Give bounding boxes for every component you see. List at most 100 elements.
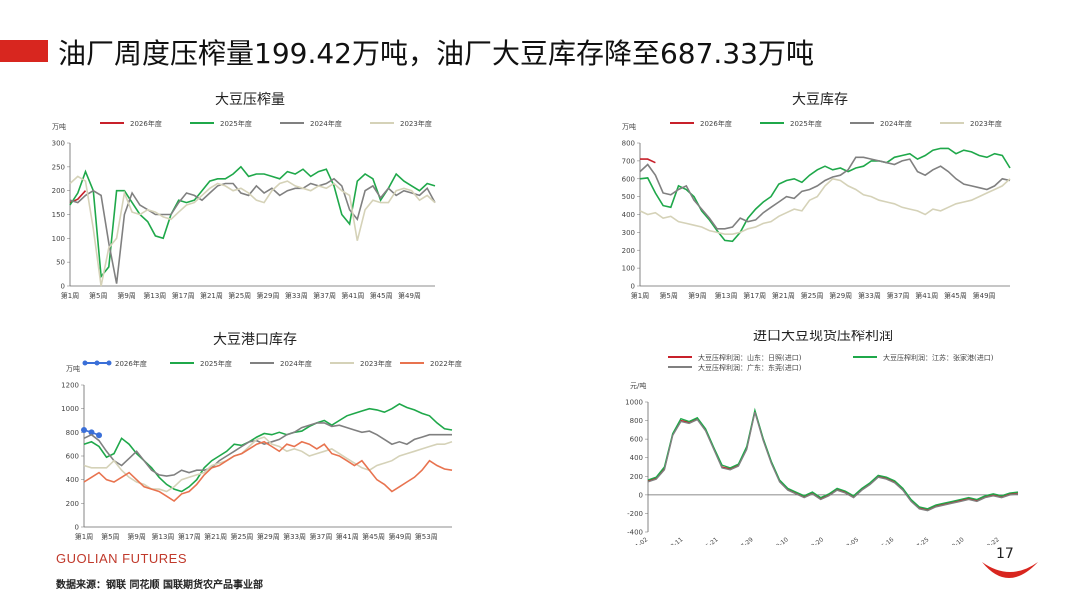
y-axis-unit: 万吨 bbox=[52, 122, 66, 131]
series-line bbox=[69, 165, 436, 279]
series-line bbox=[69, 177, 436, 284]
data-point bbox=[81, 426, 87, 433]
y-tick-label: 400 bbox=[66, 476, 79, 484]
legend-item: 大豆压榨利润：江苏：张家港(进口) bbox=[853, 353, 994, 362]
legend-marker bbox=[94, 360, 100, 366]
y-tick-label: 250 bbox=[52, 163, 65, 171]
legend-item: 2024年度 bbox=[280, 119, 342, 128]
legend-item: 2025年度 bbox=[170, 359, 232, 368]
legend-item: 2025年度 bbox=[760, 119, 822, 128]
x-tick-label: 第13周 bbox=[143, 291, 166, 300]
x-tick-label: 第17周 bbox=[743, 291, 766, 300]
series-line bbox=[639, 156, 1011, 230]
y-tick-label: 0 bbox=[639, 491, 643, 499]
x-tick-label: 2025-03-05 bbox=[829, 536, 860, 545]
x-tick-label: 第49周 bbox=[398, 291, 421, 300]
legend-label: 2023年度 bbox=[400, 119, 432, 128]
series-line bbox=[83, 436, 453, 493]
x-tick-label: 2024-10-10 bbox=[759, 536, 790, 545]
x-tick-label: 2024-01-02 bbox=[618, 536, 649, 545]
x-tick-label: 第33周 bbox=[285, 291, 308, 300]
legend-label: 2024年度 bbox=[310, 119, 342, 128]
y-tick-label: 0 bbox=[631, 283, 635, 291]
y-tick-label: 500 bbox=[622, 193, 635, 201]
chart-soy-stock: 大豆库存 2026年度 2025年度 2024年度 2023年度 万吨 0 100 200 300… bbox=[622, 92, 1011, 300]
x-tick-label: 第29周 bbox=[257, 291, 280, 300]
legend-item: 2023年度 bbox=[940, 119, 1002, 128]
x-tick-label: 第49周 bbox=[388, 532, 411, 541]
chart-title: 大豆库存 bbox=[792, 92, 848, 108]
series-line bbox=[640, 158, 656, 164]
chart-title: 进口大豆现货压榨利润 bbox=[753, 330, 893, 344]
series-line bbox=[83, 440, 453, 503]
x-tick-label: 第9周 bbox=[688, 291, 706, 300]
x-tick-label: 2024-03-11 bbox=[653, 536, 684, 545]
legend-label: 2026年度 bbox=[115, 359, 147, 368]
y-tick-label: 100 bbox=[52, 235, 65, 243]
page-corner-swoosh-icon bbox=[982, 562, 1038, 578]
x-tick-label: 第41周 bbox=[341, 291, 364, 300]
x-tick-label: 第41周 bbox=[336, 532, 359, 541]
y-tick-label: 300 bbox=[52, 140, 65, 148]
x-tick-label: 2025-12-22 bbox=[970, 536, 1001, 545]
y-tick-label: 600 bbox=[66, 453, 79, 461]
legend-marker bbox=[106, 360, 112, 366]
x-tick-label: 第1周 bbox=[631, 291, 649, 300]
y-tick-label: -200 bbox=[627, 510, 643, 518]
x-tick-label: 第33周 bbox=[858, 291, 881, 300]
x-tick-label: 第17周 bbox=[172, 291, 195, 300]
y-tick-label: 600 bbox=[630, 436, 643, 444]
y-tick-label: 1000 bbox=[61, 405, 79, 413]
x-tick-label: 第17周 bbox=[178, 532, 201, 541]
legend-item: 2023年度 bbox=[330, 359, 392, 368]
chart-title: 大豆港口库存 bbox=[213, 332, 297, 348]
y-tick-label: 800 bbox=[66, 429, 79, 437]
x-tick-label: 第37周 bbox=[313, 291, 336, 300]
chart-soy-crush: 大豆压榨量 2026年度 2025年度 2024年度 2023年度 万吨 0 50 100 150… bbox=[52, 91, 436, 300]
y-tick-label: 600 bbox=[622, 175, 635, 183]
y-axis-unit: 元/吨 bbox=[630, 381, 646, 390]
series-line bbox=[647, 412, 1019, 512]
legend-label: 大豆压榨利润：江苏：张家港(进口) bbox=[883, 353, 994, 362]
legend-label: 2026年度 bbox=[130, 119, 162, 128]
legend-item: 大豆压榨利润：山东：日照(进口) bbox=[668, 353, 802, 362]
legend-label: 大豆压榨利润：山东：日照(进口) bbox=[698, 353, 802, 362]
legend-item: 大豆压榨利润：广东：东莞(进口) bbox=[668, 363, 802, 372]
legend-item: 2022年度 bbox=[400, 359, 462, 368]
page-number: 17 bbox=[996, 546, 1014, 562]
legend-label: 2025年度 bbox=[220, 119, 252, 128]
y-tick-label: 200 bbox=[52, 187, 65, 195]
legend-label: 2024年度 bbox=[880, 119, 912, 128]
x-tick-label: 第45周 bbox=[370, 291, 393, 300]
series-line bbox=[647, 407, 1019, 510]
x-tick-label: 第25周 bbox=[228, 291, 251, 300]
x-tick-label: 第1周 bbox=[61, 291, 79, 300]
series-line bbox=[83, 422, 452, 477]
x-tick-label: 第21周 bbox=[204, 532, 227, 541]
x-tick-label: 第13周 bbox=[152, 532, 175, 541]
legend-label: 2022年度 bbox=[430, 359, 462, 368]
y-tick-label: -400 bbox=[627, 529, 643, 537]
y-tick-label: 1200 bbox=[61, 382, 79, 390]
x-tick-label: 第21周 bbox=[200, 291, 223, 300]
series-line bbox=[69, 175, 436, 287]
x-tick-label: 第13周 bbox=[715, 291, 738, 300]
y-tick-label: 0 bbox=[61, 283, 65, 291]
x-tick-label: 第9周 bbox=[127, 532, 145, 541]
legend-label: 2024年度 bbox=[280, 359, 312, 368]
x-tick-label: 2024-05-21 bbox=[688, 536, 719, 545]
x-tick-label: 第5周 bbox=[89, 291, 107, 300]
legend-label: 2025年度 bbox=[200, 359, 232, 368]
legend-item: 2024年度 bbox=[850, 119, 912, 128]
x-tick-label: 第25周 bbox=[801, 291, 824, 300]
x-tick-label: 第25周 bbox=[230, 532, 253, 541]
x-tick-label: 2024-12-20 bbox=[794, 536, 825, 545]
x-tick-label: 2025-05-16 bbox=[864, 536, 895, 545]
series-line bbox=[639, 147, 1011, 243]
legend-label: 2023年度 bbox=[360, 359, 392, 368]
x-tick-label: 第29周 bbox=[257, 532, 280, 541]
legend-item: 2026年度 bbox=[100, 119, 162, 128]
data-point bbox=[96, 432, 103, 439]
